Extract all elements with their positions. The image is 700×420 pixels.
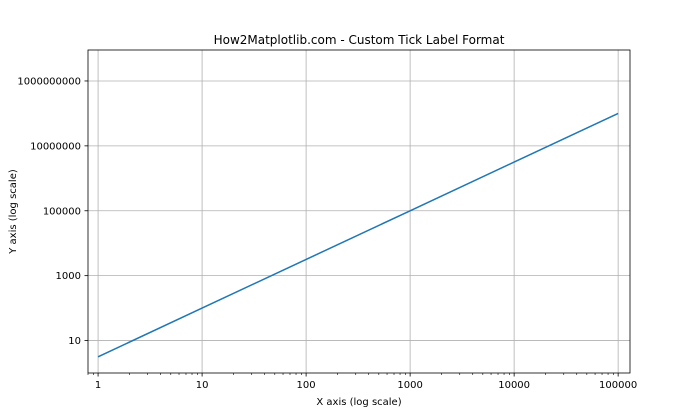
chart-title: How2Matplotlib.com - Custom Tick Label F… [214, 33, 505, 47]
y-tick-label: 10000000 [30, 141, 81, 152]
x-tick-label: 100 [297, 380, 316, 391]
x-axis-label: X axis (log scale) [316, 397, 401, 408]
series-line [97, 112, 619, 358]
grid [88, 50, 630, 373]
x-tick-label: 1000 [397, 380, 422, 391]
y-tick-label: 1000000000 [17, 76, 81, 87]
y-tick-label: 100000 [43, 206, 81, 217]
x-tick-label: 1 [95, 380, 101, 391]
x-tick-label: 10 [196, 380, 209, 391]
y-axis-label: Y axis (log scale) [8, 169, 19, 255]
x-tick-label: 100000 [599, 380, 637, 391]
plot-frame [87, 49, 631, 374]
y-tick-label: 10 [68, 336, 81, 347]
axis-ticks: 1 10 100 1000 10000 100000 10 1000 100000 1000000… [17, 76, 637, 391]
y-tick-label: 1000 [56, 271, 81, 282]
x-tick-label: 10000 [498, 380, 530, 391]
plot-lines [97, 112, 619, 358]
